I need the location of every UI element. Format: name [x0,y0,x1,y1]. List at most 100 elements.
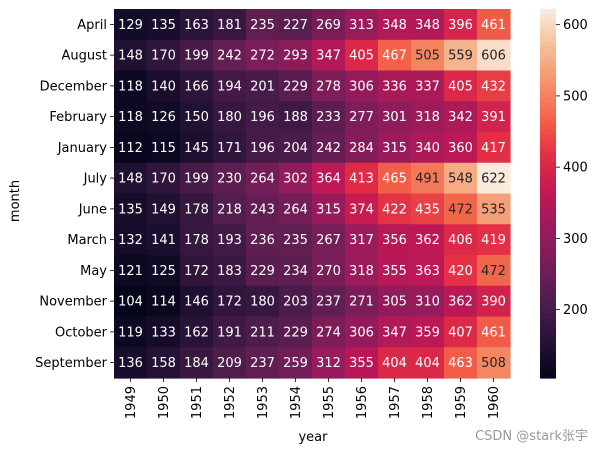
heatmap-cell [411,9,445,41]
cell-value-label: 435 [415,202,440,217]
cell-value-label: 419 [481,233,506,248]
cell-value-label: 274 [316,325,341,340]
colorbar-segment [540,368,556,374]
cell-value-label: 278 [316,79,341,94]
y-tick-label: December [40,79,108,94]
cell-value-label: 463 [448,356,473,371]
x-axis-label: year [298,430,328,445]
colorbar-segment [540,9,556,15]
heatmap-cell [180,347,214,379]
heatmap-cell [114,285,148,318]
heatmap-cell [180,101,214,133]
cell-value-label: 145 [184,141,209,156]
cell-value-label: 178 [184,233,209,248]
cell-value-label: 422 [382,202,407,217]
heatmap-cell [444,39,478,72]
cell-value-label: 461 [481,18,506,33]
heatmap-cell [312,132,346,164]
cell-value-label: 237 [316,295,341,310]
colorbar: 200 300 400 500 600 [540,9,588,379]
cell-value-label: 243 [250,202,275,217]
colorbar-segment [540,32,556,38]
heatmap-cell [213,316,247,348]
y-tick-label: January [57,141,108,156]
colorbar-segment [540,285,556,291]
cell-value-label: 236 [250,233,275,248]
cell-value-label: 166 [184,79,209,94]
heatmap-cell [279,285,313,318]
heatmap-cell [378,347,412,379]
heatmap-cell [345,39,379,72]
heatmap-cell [345,101,379,133]
colorbar-segment [540,350,556,356]
colorbar-segment [540,281,556,287]
colorbar-segment [540,216,556,222]
heatmap-cell [246,39,280,72]
cell-value-label: 193 [217,233,242,248]
cell-value-label: 277 [349,110,374,125]
heatmap-cell [444,101,478,133]
heatmap-cell [246,70,280,102]
colorbar-segment [540,82,556,89]
cell-value-label: 404 [382,356,407,371]
heatmap-cell [114,9,148,41]
heatmap-cell [279,39,313,72]
heatmap-cell [246,9,280,41]
y-tick-label: June [78,202,107,217]
cell-value-label: 359 [415,325,440,340]
cell-value-label: 420 [448,264,473,279]
heatmap-cell [312,316,346,348]
cell-value-label: 390 [481,295,506,310]
heatmap-cell [312,255,346,287]
heatmap-cell [345,347,379,379]
cell-value-label: 242 [217,49,242,64]
heatmap-cell [444,255,478,287]
cell-value-label: 203 [283,295,308,310]
cell-value-label: 183 [217,264,242,279]
heatmap-cell [411,101,445,133]
heatmap-cell [345,224,379,256]
y-tick-label: October [55,325,108,340]
y-tick-label: February [49,110,107,125]
heatmap-cell [345,285,379,318]
heatmap-cell [279,224,313,256]
heatmap-cell [147,70,181,102]
cell-value-label: 535 [481,202,506,217]
colorbar-segment [540,36,556,42]
cell-value-label: 125 [151,264,176,279]
colorbar-segment [540,142,556,148]
cell-value-label: 218 [217,202,242,217]
colorbar-segment [540,327,556,333]
cell-value-label: 302 [283,172,308,187]
heatmap-cell [444,70,478,102]
heatmap-cell [477,132,511,164]
y-tick-label: April [77,18,107,33]
cell-value-label: 336 [382,79,407,94]
colorbar-segment [540,271,556,278]
cell-value-label: 417 [481,141,506,156]
heatmap-cell [477,162,511,195]
heatmap-cell [279,255,313,287]
watermark-text: CSDN @stark张宇 [475,429,588,444]
cell-value-label: 269 [316,18,341,33]
colorbar-segment [540,27,556,33]
heatmap-cell [279,9,313,41]
heatmap-cell [312,347,346,379]
colorbar-segment [540,59,556,65]
x-tick-label: 1957 [388,386,403,419]
colorbar-segment [540,198,556,204]
colorbar-segment [540,308,556,315]
cell-value-label: 170 [151,172,176,187]
colorbar-segment [540,244,556,250]
heatmap-cell [147,224,181,256]
heatmap-cell [114,70,148,102]
colorbar-segment [540,188,556,195]
colorbar-segment [540,151,556,158]
colorbar-segment [540,133,556,139]
heatmap-cell [312,9,346,41]
cell-value-label: 211 [250,325,275,340]
heatmap-cell [180,285,214,318]
heatmap-cell [279,193,313,225]
heatmap-cell [345,9,379,41]
heatmap-cell [477,285,511,318]
